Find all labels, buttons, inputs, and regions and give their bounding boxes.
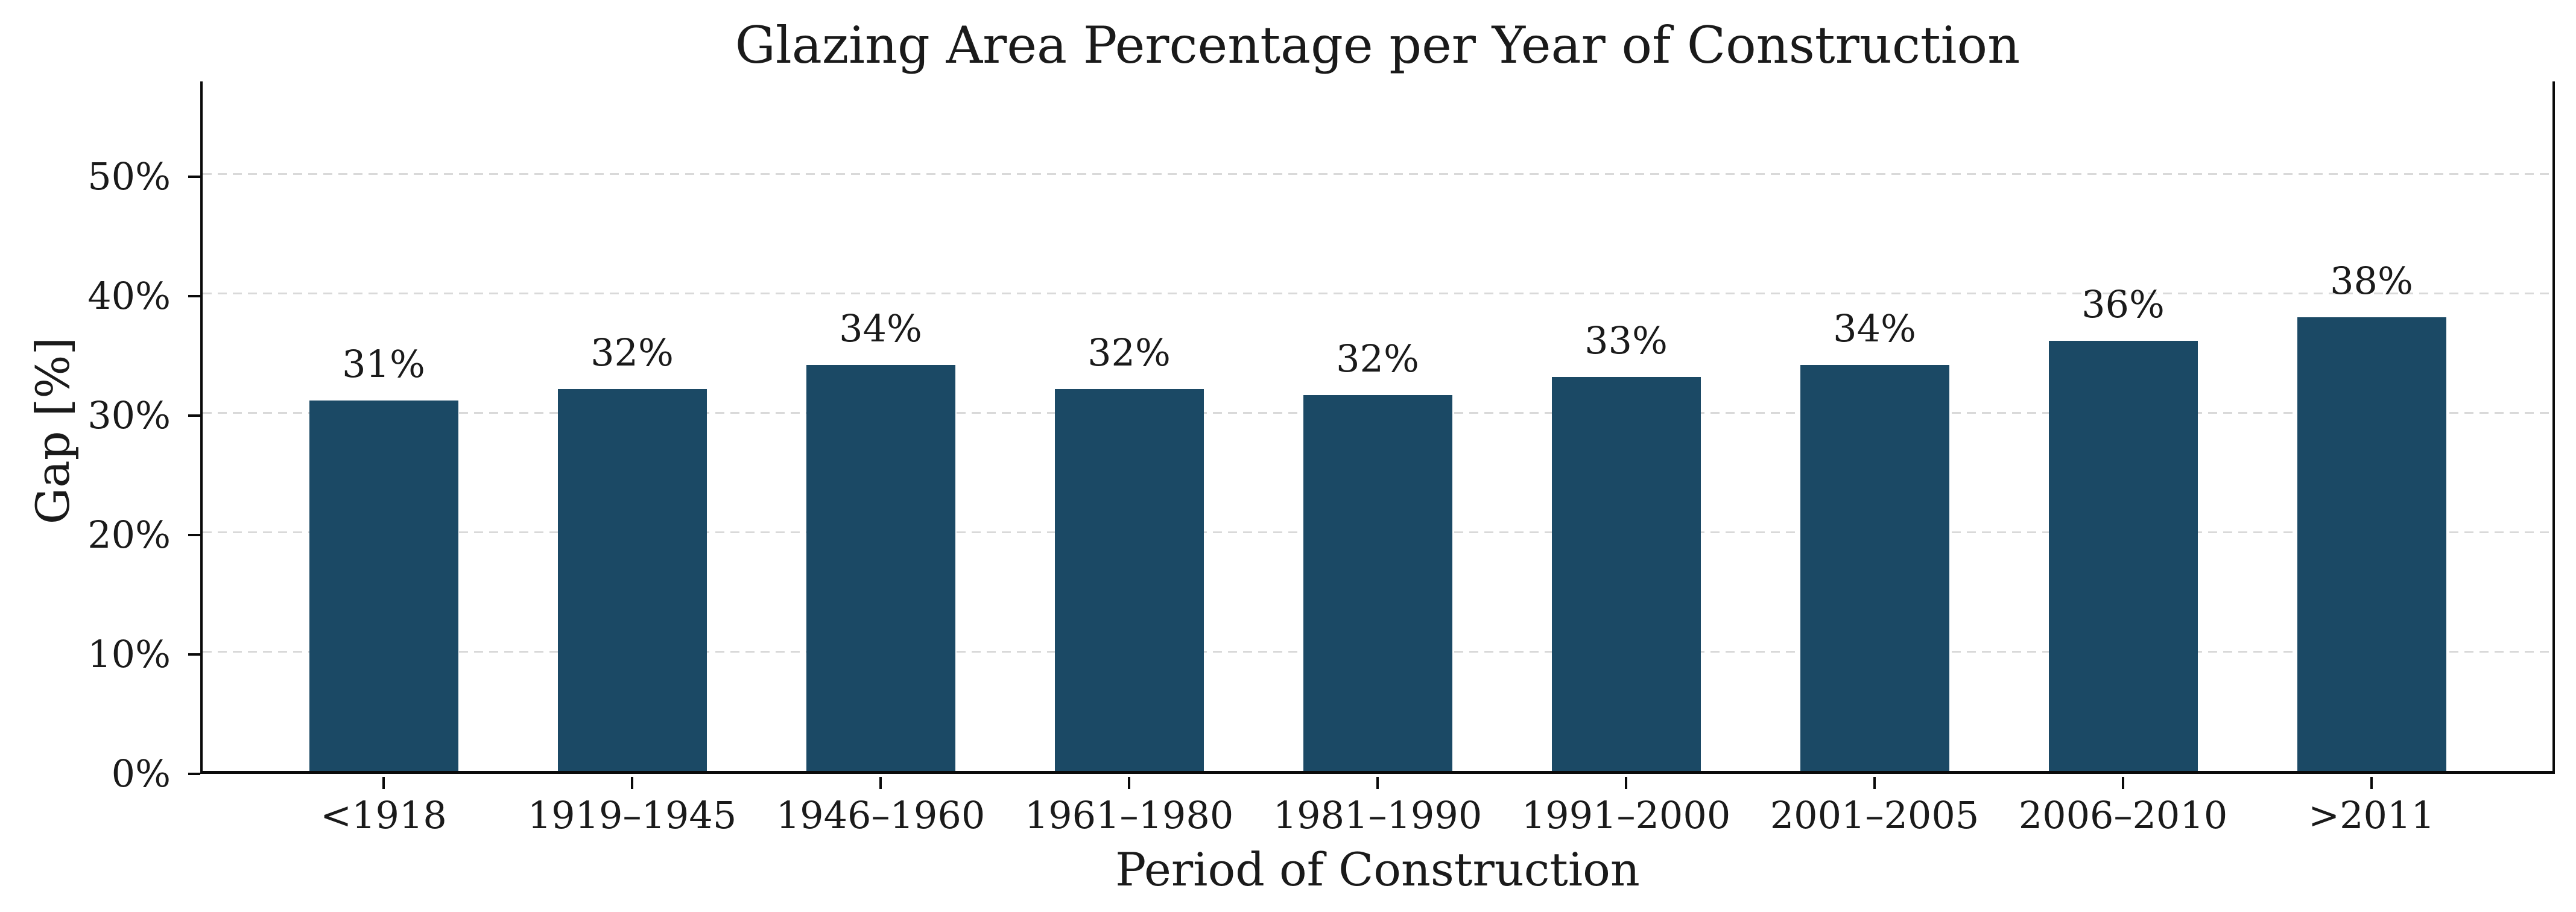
bar-2001–2005 (1800, 365, 1949, 771)
bar-value-label: 36% (2081, 282, 2165, 327)
bar-1946–1960 (806, 365, 955, 771)
y-tick-mark (188, 176, 200, 179)
bar-value-label: 31% (342, 342, 425, 387)
x-tick-mark (879, 777, 882, 789)
x-tick-label: 1991–2000 (1521, 793, 1731, 837)
x-tick-label: <1918 (320, 793, 447, 837)
bar-1981–1990 (1303, 394, 1452, 771)
x-tick-label: 1961–1980 (1024, 793, 1234, 837)
x-tick-mark (382, 777, 385, 789)
y-tick-label: 50% (87, 154, 171, 199)
y-tick-label: 30% (87, 393, 171, 438)
y-tick-mark (188, 534, 200, 537)
bar-value-label: 32% (1336, 336, 1419, 381)
bar-value-label: 34% (1833, 306, 1916, 351)
bar-value-label: 32% (1087, 330, 1171, 375)
x-tick-label: 1919–1945 (527, 793, 737, 837)
x-tick-label: 2001–2005 (1770, 793, 1979, 837)
y-tick-mark (188, 773, 200, 775)
bar-<1918 (309, 401, 458, 771)
x-tick-mark (1376, 777, 1379, 789)
x-tick-mark (2122, 777, 2124, 789)
y-tick-label: 20% (87, 513, 171, 557)
plot-area: 31% 32% 34% 32% 32% 33% 34% 36% 38% (200, 81, 2555, 774)
x-tick-mark (1128, 777, 1130, 789)
y-tick-label: 0% (111, 752, 171, 796)
y-tick-mark (188, 295, 200, 298)
y-tick-label: 40% (87, 274, 171, 318)
bar->2011 (2297, 317, 2446, 771)
gridline-50 (203, 173, 2552, 176)
x-tick-label: 1946–1960 (776, 793, 986, 837)
y-tick-mark (188, 414, 200, 417)
bar-1919–1945 (557, 388, 707, 771)
bar-1961–1980 (1054, 388, 1204, 771)
x-tick-label: 2006–2010 (2018, 793, 2228, 837)
x-tick-mark (1625, 777, 1627, 789)
chart-title: Glazing Area Percentage per Year of Cons… (735, 16, 2021, 75)
x-tick-mark (1873, 777, 1876, 789)
x-axis-title: Period of Construction (1115, 843, 1640, 896)
x-tick-label: 1981–1990 (1273, 793, 1483, 837)
bar-value-label: 38% (2330, 258, 2413, 303)
bar-1991–2000 (1551, 376, 1701, 771)
bar-value-label: 34% (839, 306, 922, 351)
x-tick-label: >2011 (2308, 793, 2435, 837)
y-tick-label: 10% (87, 632, 171, 677)
x-tick-mark (631, 777, 633, 789)
gridline-40 (203, 293, 2552, 295)
y-tick-mark (188, 653, 200, 656)
x-tick-mark (2370, 777, 2373, 789)
bar-value-label: 32% (590, 330, 674, 375)
bar-value-label: 33% (1584, 318, 1668, 363)
bar-2006–2010 (2048, 341, 2198, 771)
